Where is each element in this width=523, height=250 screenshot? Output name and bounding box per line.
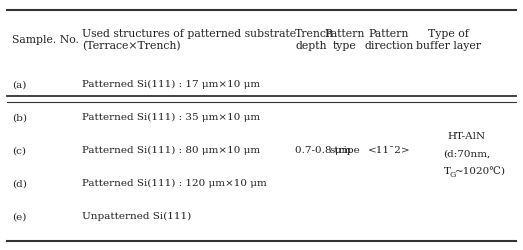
Text: Trench
depth: Trench depth — [295, 29, 334, 50]
Text: (c): (c) — [12, 146, 26, 154]
Text: HT-AlN: HT-AlN — [448, 132, 486, 141]
Text: (d): (d) — [12, 178, 27, 187]
Text: Pattern
direction: Pattern direction — [365, 29, 414, 50]
Text: <11¯2>: <11¯2> — [368, 146, 410, 154]
Text: (b): (b) — [12, 112, 27, 122]
Text: (a): (a) — [12, 80, 26, 89]
Text: G: G — [450, 170, 456, 178]
Text: Sample. No.: Sample. No. — [12, 35, 78, 45]
Text: Patterned Si(111) : 80 μm×10 μm: Patterned Si(111) : 80 μm×10 μm — [82, 146, 260, 154]
Text: stripe: stripe — [329, 146, 360, 154]
Text: Used structures of patterned substrate
(Terrace×Trench): Used structures of patterned substrate (… — [82, 29, 296, 51]
Text: Patterned Si(111) : 17 μm×10 μm: Patterned Si(111) : 17 μm×10 μm — [82, 80, 260, 89]
Text: (e): (e) — [12, 211, 26, 220]
Text: T: T — [444, 166, 451, 175]
Text: 0.7-0.8 μm: 0.7-0.8 μm — [295, 146, 351, 154]
Text: ~1020℃): ~1020℃) — [455, 166, 506, 175]
Text: Patterned Si(111) : 120 μm×10 μm: Patterned Si(111) : 120 μm×10 μm — [82, 178, 267, 188]
Text: Patterned Si(111) : 35 μm×10 μm: Patterned Si(111) : 35 μm×10 μm — [82, 112, 260, 122]
Text: Unpatterned Si(111): Unpatterned Si(111) — [82, 211, 191, 220]
Text: Pattern
type: Pattern type — [325, 29, 365, 50]
Text: Type of
buffer layer: Type of buffer layer — [416, 29, 481, 50]
Text: (d:70nm,: (d:70nm, — [444, 149, 491, 158]
